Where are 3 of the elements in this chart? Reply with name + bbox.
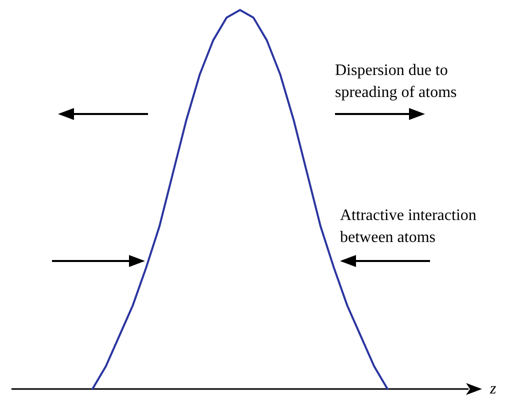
- annotation: Attractive interaction between atoms: [340, 206, 476, 248]
- annotation: Dispersion due to spreading of atoms: [335, 61, 457, 103]
- x-axis-title: z: [489, 380, 497, 398]
